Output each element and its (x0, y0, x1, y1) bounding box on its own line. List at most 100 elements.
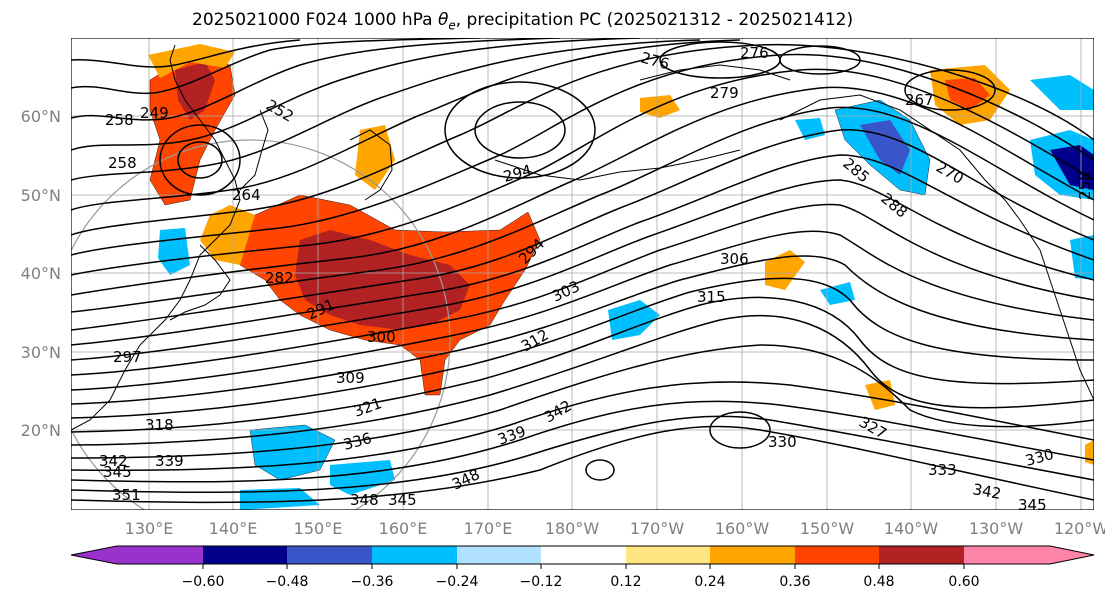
colorbar-label: −0.36 (351, 574, 394, 590)
precip-neg-tropics-south (240, 488, 320, 510)
colorbar-segment-9 (879, 546, 964, 564)
contour-line (71, 296, 1094, 433)
contour-line (71, 277, 1094, 419)
contour-label: 342 (971, 480, 1002, 503)
contour-closed-arctic-2 (779, 45, 861, 75)
map-background (71, 38, 1094, 510)
colorbar-ticks (202, 564, 965, 569)
lon-label-150w: 150°W (800, 519, 855, 538)
contour-line (71, 314, 1094, 446)
contour-closed-bering-inner (474, 101, 566, 159)
colorbar: −0.60 −0.48 −0.36 −0.24 −0.12 0.12 0.24 … (70, 545, 1095, 590)
colorbar-label: 0.36 (779, 574, 810, 590)
contour-label: 318 (145, 416, 174, 434)
colorbar-label: 0.60 (948, 574, 979, 590)
title-prefix: 2025021000 F024 1000 hPa (192, 10, 438, 30)
contour-line (71, 53, 1094, 256)
contour-line (71, 400, 1094, 483)
lat-label-30n: 30°N (21, 343, 61, 362)
precip-edge-east-asia (200, 205, 255, 265)
lon-label-180w: 180°W (545, 519, 600, 538)
contour-label: 279 (710, 84, 739, 102)
lat-label-60n: 60°N (21, 107, 61, 126)
contour-label: 249 (140, 104, 169, 122)
lon-label-160e: 160°E (379, 519, 428, 538)
lon-label-150e: 150°E (294, 519, 343, 538)
contour-closed-siberia-inner (177, 141, 223, 179)
coastline-japan (169, 244, 231, 321)
lon-label-140w: 140°W (884, 519, 939, 538)
precip-shading (148, 44, 1094, 510)
colorbar-label: −0.48 (266, 574, 309, 590)
colorbar-segment-0b (117, 546, 203, 564)
contour-label: 267 (905, 91, 934, 109)
contour-closed-tropics (709, 411, 771, 449)
contour-line (71, 425, 1094, 504)
contour-line (71, 129, 1094, 331)
colorbar-label: 0.48 (863, 574, 894, 590)
colorbar-tick-labels: −0.60 −0.48 −0.36 −0.24 −0.12 0.12 0.24 … (182, 574, 980, 590)
colorbar-segment-2 (287, 546, 372, 564)
contour-label: 315 (697, 288, 726, 306)
lon-label-140e: 140°E (209, 519, 258, 538)
precip-neg-west-coast (1070, 235, 1094, 280)
contour-line (71, 39, 741, 211)
contour-line (71, 179, 1094, 361)
colorbar-segment-10 (964, 546, 1050, 564)
colorbar-outline (70, 545, 1095, 565)
contour-line (71, 86, 1094, 296)
contour-line (71, 39, 701, 181)
figure-title: 2025021000 F024 1000 hPa θe, precipitati… (0, 0, 1105, 36)
theta-e-contours (71, 38, 1094, 504)
lon-label-130e: 130°E (125, 519, 174, 538)
contour-label: 264 (232, 186, 261, 204)
map-panel: 276 276 279 267 270 258 249 252 258 264 … (71, 38, 1094, 514)
contour-label: 282 (265, 269, 294, 287)
colorbar-segment-4 (457, 546, 541, 564)
contour-closed-bering (444, 81, 596, 179)
coastline-kamchatka (349, 129, 393, 201)
precip-neg-gulf-alaska-core (860, 120, 910, 175)
contour-label: 297 (113, 348, 142, 366)
coastline-aleutians (494, 149, 741, 181)
contour-label: 351 (112, 486, 141, 504)
precip-core-east-asia (295, 230, 470, 330)
contour-label: 333 (928, 461, 957, 479)
title-subscript: e (448, 18, 456, 33)
contour-closed-alaska (904, 69, 996, 111)
contour-label: 339 (155, 452, 184, 470)
longitude-labels: 130°E 140°E 150°E 160°E 170°E 180°W 170°… (125, 519, 1105, 538)
lon-label-170w: 170°W (630, 519, 685, 538)
contour-line (71, 38, 561, 121)
contour-label: 345 (388, 491, 417, 509)
contour-label: 306 (720, 250, 749, 268)
colorbar-segment-7 (710, 546, 795, 564)
contour-label: 300 (367, 328, 396, 346)
title-suffix: , precipitation PC (2025021312 - 2025021… (455, 10, 854, 30)
lat-label-50n: 50°N (21, 186, 61, 205)
colorbar-label: 0.24 (694, 574, 725, 590)
contour-label: 342 (99, 452, 128, 470)
lon-label-170e: 170°E (464, 519, 513, 538)
contour-line (71, 381, 1094, 472)
contour-line (71, 68, 1094, 276)
contour-label: 309 (336, 369, 365, 387)
contour-label: 348 (350, 491, 379, 509)
colorbar-segment-8 (795, 546, 879, 564)
colorbar-label: −0.24 (436, 574, 479, 590)
contour-label: 345 (103, 463, 132, 481)
contour-line (71, 154, 1094, 346)
title-theta: θ (437, 10, 449, 30)
colorbar-segment-0 (71, 546, 117, 564)
lon-label-130w: 130°W (969, 519, 1024, 538)
contour-line (71, 43, 1094, 236)
contour-label: 258 (105, 111, 134, 129)
contour-label: 345 (1018, 496, 1047, 514)
colorbar-label: −0.60 (182, 574, 225, 590)
contour-closed-siberia (159, 124, 241, 196)
colorbar-label: −0.12 (520, 574, 563, 590)
contour-line (71, 38, 641, 151)
precip-neg-tropics-west (330, 460, 395, 495)
contour-line (71, 230, 1094, 391)
